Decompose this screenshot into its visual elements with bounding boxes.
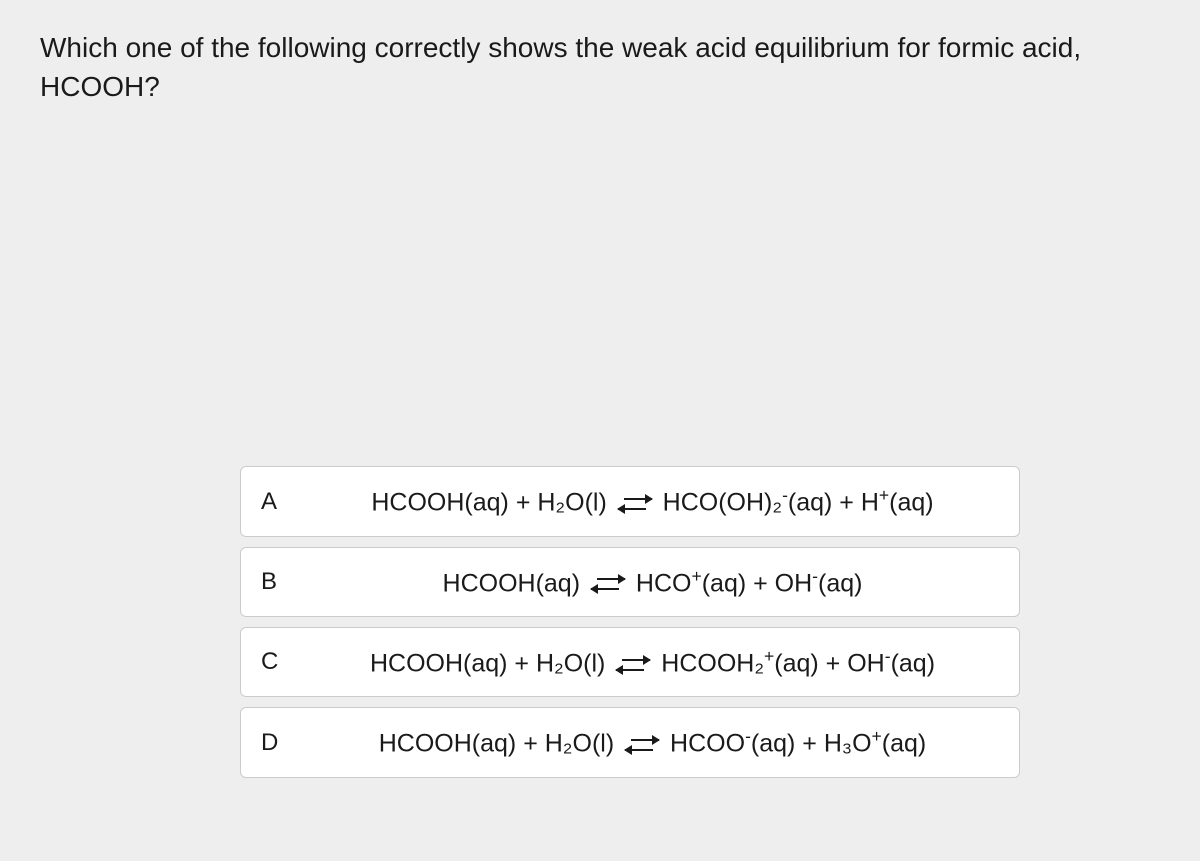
equilibrium-arrow-icon [625, 736, 659, 754]
option-equation: HCOOH(aq) + H₂O(l) HCOO-(aq) + H₃O+(aq) [306, 726, 999, 758]
equilibrium-arrow-icon [616, 656, 650, 674]
option-b[interactable]: B HCOOH(aq) HCO+(aq) + OH-(aq) [240, 547, 1020, 617]
equilibrium-arrow-icon [591, 575, 625, 593]
question-text: Which one of the following correctly sho… [40, 28, 1160, 106]
option-equation: HCOOH(aq) + H₂O(l) HCO(OH)₂-(aq) + H+(aq… [306, 485, 999, 517]
option-equation: HCOOH(aq) HCO+(aq) + OH-(aq) [306, 566, 999, 598]
option-letter: D [261, 729, 306, 757]
options-list: A HCOOH(aq) + H₂O(l) HCO(OH)₂-(aq) + H+(… [240, 466, 1020, 777]
option-equation: HCOOH(aq) + H₂O(l) HCOOH₂+(aq) + OH-(aq) [306, 646, 999, 678]
option-a[interactable]: A HCOOH(aq) + H₂O(l) HCO(OH)₂-(aq) + H+(… [240, 466, 1020, 536]
equilibrium-arrow-icon [618, 495, 652, 513]
option-letter: B [261, 568, 306, 596]
option-letter: C [261, 648, 306, 676]
option-d[interactable]: D HCOOH(aq) + H₂O(l) HCOO-(aq) + H₃O+(aq… [240, 707, 1020, 777]
option-letter: A [261, 488, 306, 516]
option-c[interactable]: C HCOOH(aq) + H₂O(l) HCOOH₂+(aq) + OH-(a… [240, 627, 1020, 697]
